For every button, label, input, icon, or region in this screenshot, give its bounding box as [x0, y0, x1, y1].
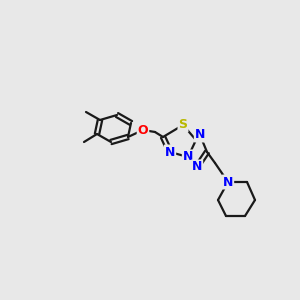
- Text: N: N: [183, 151, 193, 164]
- Text: N: N: [223, 176, 233, 188]
- Text: N: N: [195, 128, 205, 142]
- Text: N: N: [165, 146, 175, 158]
- Text: N: N: [192, 160, 202, 173]
- Text: O: O: [138, 124, 148, 136]
- Text: S: S: [178, 118, 188, 131]
